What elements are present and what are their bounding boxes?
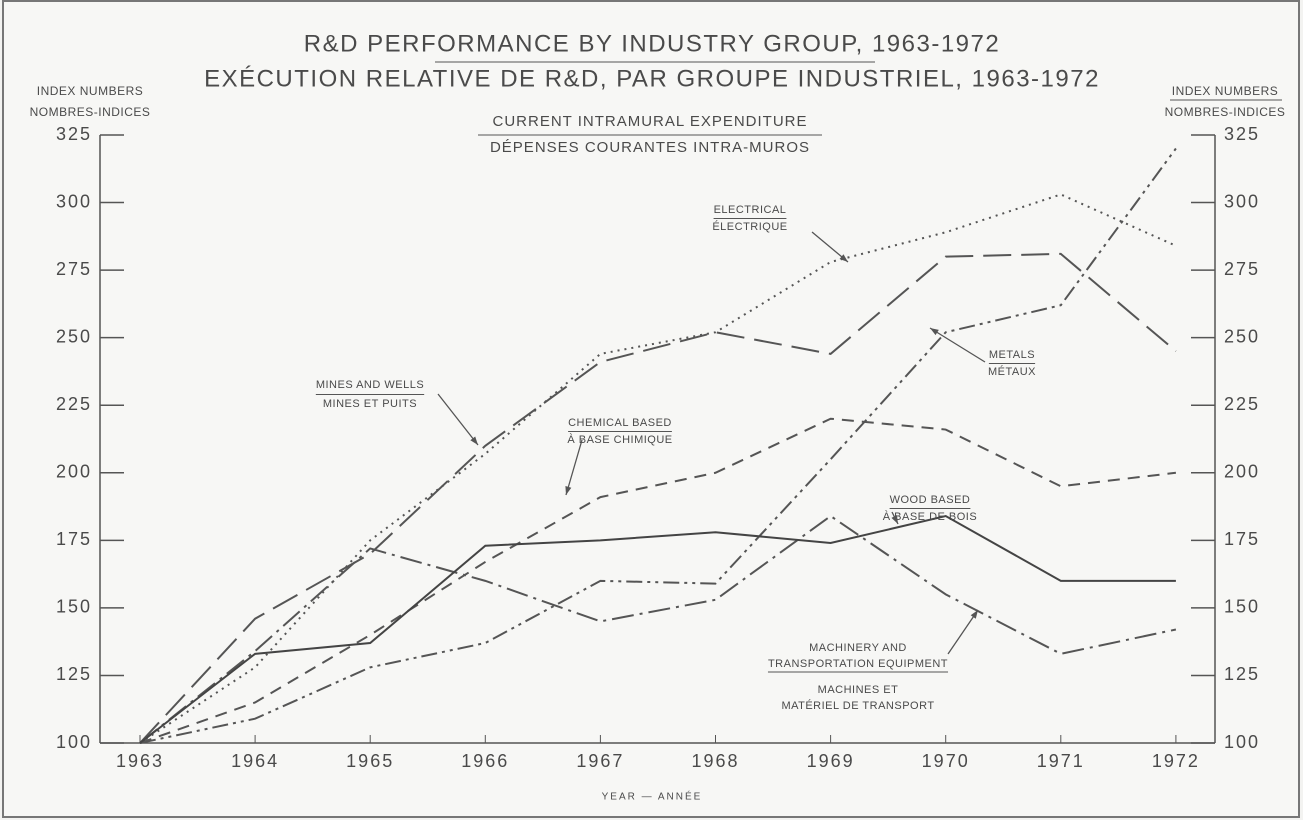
y-axis-label: INDEX NUMBERS: [37, 84, 144, 98]
y-tick-label: 175: [56, 529, 92, 549]
x-tick-label: 1972: [1152, 751, 1200, 771]
annotation: MACHINERY AND: [809, 642, 907, 654]
x-tick-label: 1969: [807, 751, 855, 771]
arrow-head: [970, 610, 978, 619]
y2-tick-label: 125: [1224, 664, 1260, 684]
y-tick-label: 125: [56, 664, 92, 684]
y2-tick-label: 100: [1224, 732, 1260, 752]
chart-title: EXÉCUTION RELATIVE DE R&D, PAR GROUPE IN…: [204, 65, 1100, 92]
annotation: MACHINES ET: [818, 684, 899, 696]
line-series: [139, 417, 1177, 744]
annotation-arrow: [929, 327, 986, 363]
y-tick-label: 325: [56, 124, 92, 144]
annotation-arrow: [565, 439, 583, 496]
x-tick-label: 1967: [576, 751, 624, 771]
arrow-head: [565, 486, 572, 495]
annotation: METALS: [989, 349, 1035, 361]
line-series: [139, 147, 1177, 744]
annotation-arrow: [947, 609, 979, 655]
y2-tick-label: 225: [1224, 394, 1260, 414]
y2-tick-label: 200: [1224, 462, 1260, 482]
line-series: [139, 252, 1177, 744]
y-tick-label: 200: [56, 462, 92, 482]
x-tick-label: 1970: [922, 751, 970, 771]
annotation-arrow: [437, 393, 479, 446]
y-tick-label: 150: [56, 597, 92, 617]
annotation: MINES ET PUITS: [323, 398, 417, 410]
arrow-head: [839, 254, 848, 262]
annotation: ÉLECTRIQUE: [712, 220, 787, 233]
line-series: [139, 514, 1176, 744]
y2-tick-label: 150: [1224, 597, 1260, 617]
y2-tick-label: 300: [1224, 191, 1260, 211]
y2-axis-label: INDEX NUMBERS: [1172, 84, 1279, 98]
line-series: [139, 193, 1177, 744]
x-tick-label: 1965: [346, 751, 394, 771]
y2-axis-label: NOMBRES-INDICES: [1165, 105, 1286, 119]
x-tick-label: 1963: [116, 751, 164, 771]
annotation: MÉTAUX: [988, 365, 1036, 378]
annotation: ELECTRICAL: [714, 204, 787, 216]
annotation: À BASE CHIMIQUE: [567, 433, 672, 446]
y-tick-label: 300: [56, 191, 92, 211]
line-series: [139, 514, 1177, 744]
arrow-head: [930, 328, 939, 336]
y2-tick-label: 275: [1224, 259, 1260, 279]
arrow-head: [891, 515, 898, 524]
chart-title: R&D PERFORMANCE BY INDUSTRY GROUP, 1963-…: [304, 30, 1000, 57]
y2-tick-label: 250: [1224, 326, 1260, 346]
y2-tick-label: 175: [1224, 529, 1260, 549]
y2-tick-label: 325: [1224, 124, 1260, 144]
x-axis-label: YEAR — ANNÉE: [602, 790, 703, 803]
y-tick-label: 225: [56, 394, 92, 414]
subtitle: DÉPENSES COURANTES INTRA-MUROS: [490, 139, 810, 156]
y-tick-label: 100: [56, 732, 92, 752]
y-tick-label: 275: [56, 259, 92, 279]
x-tick-label: 1966: [461, 751, 509, 771]
annotation: CHEMICAL BASED: [568, 417, 672, 429]
y-tick-label: 250: [56, 326, 92, 346]
arrow-head: [470, 436, 478, 445]
y-axis-label: NOMBRES-INDICES: [30, 105, 151, 119]
plot: [99, 135, 1216, 744]
annotation: TRANSPORTATION EQUIPMENT: [768, 658, 948, 670]
annotation: WOOD BASED: [890, 494, 971, 506]
x-tick-label: 1968: [691, 751, 739, 771]
annotation: MATÉRIEL DE TRANSPORT: [781, 699, 934, 712]
annotation: À BASE DE BOIS: [883, 510, 977, 523]
x-tick-label: 1971: [1037, 751, 1085, 771]
annotation: MINES AND WELLS: [316, 379, 424, 391]
x-tick-label: 1964: [231, 751, 279, 771]
subtitle: CURRENT INTRAMURAL EXPENDITURE: [492, 113, 807, 130]
